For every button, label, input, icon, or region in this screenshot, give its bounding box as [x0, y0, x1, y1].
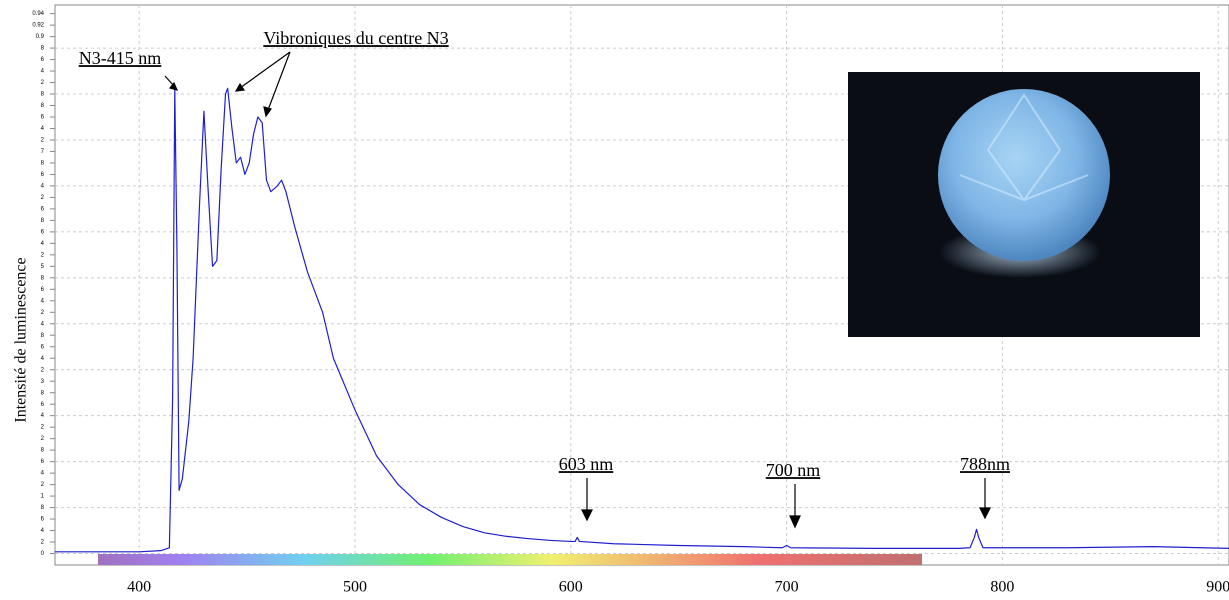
marks [55, 87, 1229, 553]
arrowhead [979, 507, 991, 520]
y-tick-label: 0 [41, 551, 45, 557]
y-tick-label: 6 [41, 402, 45, 408]
arrowhead [263, 106, 272, 118]
arrow [239, 51, 291, 89]
x-tick-label: 700 [775, 579, 799, 596]
y-tick-label: 5 [41, 264, 45, 270]
y-tick-label: 0.9 [36, 34, 45, 40]
y-tick-label: 2 [41, 195, 45, 201]
annotation: Vibroniques du centre N3 [263, 28, 448, 48]
inset-photo [848, 72, 1200, 337]
x-tick-label: 800 [990, 579, 1014, 596]
annotation: N3-415 nm [79, 48, 162, 68]
x-tick-label: 900 [1206, 579, 1229, 596]
y-tick-label: 4 [41, 528, 45, 534]
y-tick-label: 4 [41, 321, 45, 327]
y-tick-label: 6 [41, 57, 45, 63]
y-tick-label: 2 [41, 540, 45, 546]
y-tick-label: 0.94 [32, 11, 44, 17]
y-tick-label: 4 [41, 471, 45, 477]
y-tick-label: 8 [41, 46, 45, 52]
y-tick-label: 4 [41, 413, 45, 419]
y-tick-label: 6 [41, 206, 45, 212]
photo-diamond [938, 89, 1110, 261]
y-tick-label: 4 [41, 126, 45, 132]
y-tick-label: 8 [41, 92, 45, 98]
arrowhead [168, 81, 179, 91]
x-tick-label: 500 [343, 579, 367, 596]
y-tick-label: 8 [41, 390, 45, 396]
y-tick-label: 8 [41, 218, 45, 224]
y-tick-label: 8 [41, 333, 45, 339]
y-tick-label: 2 [41, 482, 45, 488]
y-tick-label: 4 [41, 184, 45, 190]
y-tick-label: 2 [41, 138, 45, 144]
y-tick-label: 0.92 [32, 23, 44, 29]
y-tick-label: 2 [41, 436, 45, 442]
y-tick-label: 4 [41, 69, 45, 75]
y-tick-label: 2 [41, 252, 45, 258]
y-tick-label: 3 [41, 379, 45, 385]
y-tick-label: 8 [41, 161, 45, 167]
y-tick-label: 4 [41, 298, 45, 304]
y-tick-label: 8 [41, 103, 45, 109]
y-tick-label: 8 [41, 275, 45, 281]
y-tick-label: 8 [41, 505, 45, 511]
y-tick-label: 2 [41, 310, 45, 316]
y-tick-label: 6 [41, 517, 45, 523]
y-tick-label: 4 [41, 241, 45, 247]
arrowhead [234, 82, 246, 92]
y-tick-label: 4 [41, 356, 45, 362]
spectrum-line [55, 87, 1229, 553]
x-tick-label: 600 [559, 579, 583, 596]
y-tick-label: 6 [41, 115, 45, 121]
y-tick-label: 6 [41, 229, 45, 235]
x-tick-label: 400 [127, 579, 151, 596]
spectrum-bar [98, 554, 922, 565]
y-tick-label: 2 [41, 367, 45, 373]
arrow [267, 51, 291, 111]
y-axis-label: Intensité de luminescence [13, 257, 30, 422]
y-tick-label: 8 [41, 448, 45, 454]
annotation: 788nm [960, 454, 1010, 474]
annotation: 700 nm [766, 460, 821, 480]
arrowhead [789, 515, 801, 529]
photo-facets [959, 93, 1089, 202]
y-tick-label: 6 [41, 344, 45, 350]
annotation: 603 nm [559, 454, 614, 474]
y-tick-label: 6 [41, 287, 45, 293]
arrowhead [581, 509, 593, 522]
y-tick-label: 7 [41, 149, 45, 155]
y-tick-label: 1 [41, 494, 45, 500]
y-tick-label: 2 [41, 80, 45, 86]
y-tick-label: 6 [41, 172, 45, 178]
annotations [164, 51, 991, 529]
y-tick-label: 2 [41, 425, 45, 431]
y-tick-label: 6 [41, 459, 45, 465]
